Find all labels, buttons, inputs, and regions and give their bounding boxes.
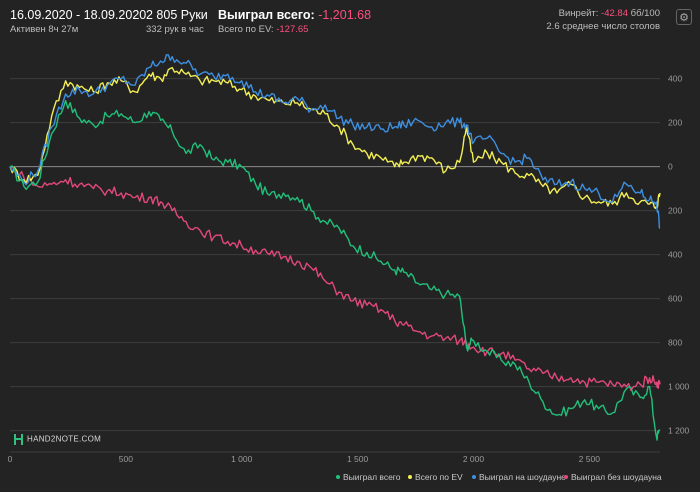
series-line bbox=[9, 99, 661, 441]
x-tick-label: 1 000 bbox=[231, 454, 253, 464]
series-line bbox=[9, 165, 661, 392]
legend-marker bbox=[564, 475, 568, 479]
y-tick-label: 600 bbox=[668, 294, 682, 304]
y-tick-label: 1 000 bbox=[668, 382, 690, 392]
won-label: Выиграл всего: bbox=[218, 8, 315, 22]
y-tick-label: 400 bbox=[668, 74, 682, 84]
legend-marker bbox=[472, 475, 476, 479]
legend-label: Всего по EV bbox=[415, 472, 463, 482]
x-tick-label: 2 000 bbox=[463, 454, 485, 464]
hands-count: 2 805 Руки bbox=[146, 8, 208, 22]
y-tick-label: 200 bbox=[668, 118, 682, 128]
y-tick-label: 400 bbox=[668, 250, 682, 260]
x-tick-label: 1 500 bbox=[347, 454, 369, 464]
winrate-value: -42.84 bbox=[601, 8, 628, 19]
legend-label: Выиграл без шоудауна bbox=[571, 472, 662, 482]
hand2note-logo: HAND2NOTE.COM bbox=[14, 434, 101, 445]
hands-block: 2 805 Руки 332 рук в час bbox=[146, 8, 208, 35]
winrate-unit: бб/100 bbox=[630, 8, 660, 19]
y-tick-label: 0 bbox=[668, 162, 673, 172]
legend-marker bbox=[408, 475, 412, 479]
active-time: Активен 8ч 27м bbox=[10, 24, 79, 35]
x-tick-label: 0 bbox=[8, 454, 13, 464]
x-tick-label: 2 500 bbox=[579, 454, 601, 464]
hands-per-hour: 332 рук в час bbox=[146, 24, 204, 35]
hand2note-mark-icon bbox=[14, 434, 23, 445]
x-tick-label: 500 bbox=[119, 454, 133, 464]
won-value: -1,201.68 bbox=[318, 8, 372, 22]
avg-tables: 2.6 среднее число столов bbox=[546, 21, 660, 32]
ev-label: Всего по EV: bbox=[218, 24, 274, 35]
y-tick-label: 800 bbox=[668, 338, 682, 348]
winnings-block: Выиграл всего: -1,201.68 Всего по EV: -1… bbox=[218, 8, 371, 35]
ev-value: -127.65 bbox=[276, 24, 309, 35]
legend-label: Выиграл всего bbox=[343, 472, 401, 482]
gear-icon[interactable]: ⚙ bbox=[676, 9, 692, 25]
legend-label: Выиграл на шоудауне bbox=[479, 472, 566, 482]
legend-marker bbox=[336, 475, 340, 479]
y-tick-label: 200 bbox=[668, 206, 682, 216]
session-dates-block: 16.09.2020 - 18.09.2020 Активен 8ч 27м bbox=[10, 8, 146, 35]
y-tick-label: 1 200 bbox=[668, 426, 690, 436]
winrate-label: Винрейт: bbox=[558, 8, 599, 19]
date-range: 16.09.2020 - 18.09.2020 bbox=[10, 8, 147, 22]
logo-text: HAND2NOTE.COM bbox=[27, 434, 102, 444]
series-line bbox=[9, 54, 661, 229]
series-line bbox=[9, 66, 661, 210]
winrate-block: Винрейт: -42.84 бб/100 2.6 среднее число… bbox=[546, 8, 660, 32]
